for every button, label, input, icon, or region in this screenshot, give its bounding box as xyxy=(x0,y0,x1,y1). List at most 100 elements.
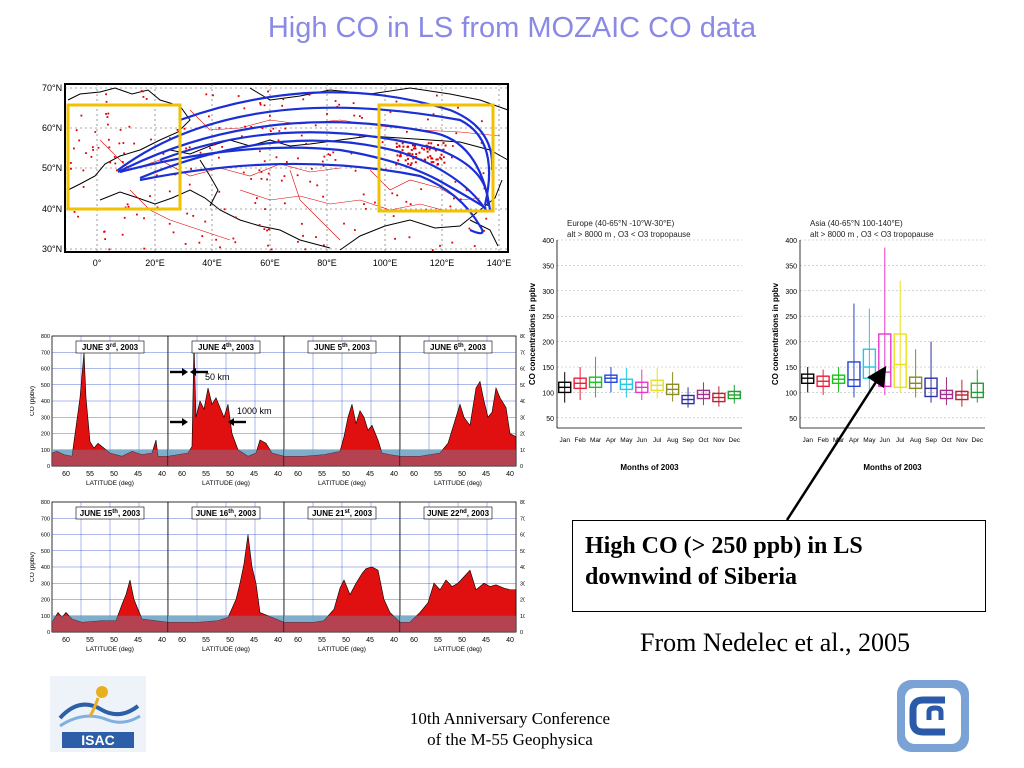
co-point-cluster xyxy=(430,161,433,164)
co-point xyxy=(90,155,93,158)
boxplot-asia: Asia (40-65°N 100-140°E) alt > 8000 m , O… xyxy=(771,219,985,472)
profile-xtick: 50 xyxy=(342,471,350,478)
profile-ylabel-left: CO (ppbv) xyxy=(30,386,36,416)
co-point xyxy=(300,222,303,225)
profile-xtick: 45 xyxy=(482,637,490,644)
co-point xyxy=(204,220,207,223)
profile-xlabel: LATITUDE (deg) xyxy=(202,480,250,487)
co-point xyxy=(108,146,111,149)
background-overlay xyxy=(168,615,284,632)
co-point-cluster xyxy=(435,158,438,161)
co-point xyxy=(105,93,107,96)
co-point xyxy=(396,194,399,197)
boxplot-ytick: 350 xyxy=(542,263,554,270)
co-point-cluster xyxy=(410,148,413,151)
lat-label: 60°N xyxy=(42,123,62,133)
profile-ytick-left: 700 xyxy=(41,516,50,522)
profile-ytick-right: 700 xyxy=(520,516,525,522)
profile-xtick: 40 xyxy=(390,637,398,644)
co-point xyxy=(277,139,280,142)
co-point xyxy=(141,90,144,93)
lat-label: 30°N xyxy=(42,244,62,254)
profile-xtick: 50 xyxy=(110,471,118,478)
profile-xtick: 45 xyxy=(134,637,142,644)
co-point xyxy=(267,172,270,175)
annotation-arrows xyxy=(170,368,246,426)
co-point xyxy=(143,217,145,220)
co-point xyxy=(97,146,100,149)
co-point-cluster xyxy=(442,148,445,151)
co-point xyxy=(297,240,299,243)
lon-label: 0° xyxy=(93,258,102,268)
boxplot-ytick: 150 xyxy=(542,365,554,372)
co-point-cluster xyxy=(437,162,440,165)
co-point xyxy=(266,229,268,232)
co-point-cluster xyxy=(414,147,417,150)
co-point-cluster xyxy=(401,149,404,152)
co-point xyxy=(358,115,361,118)
profile-panel: JUNE 15th, 2003 60 55 50 45 40 LATITUDE (deg) xyxy=(51,501,169,653)
boxplot-month-label: Feb xyxy=(575,437,587,444)
co-point xyxy=(264,208,266,211)
profile-ytick-left: 0 xyxy=(47,630,50,636)
co-point xyxy=(334,100,337,102)
co-point xyxy=(350,152,353,155)
co-point-cluster xyxy=(429,155,432,158)
boxplot-ytick: 400 xyxy=(542,238,554,245)
asia-region-box xyxy=(377,103,495,213)
co-point xyxy=(244,125,246,128)
co-point xyxy=(150,138,152,141)
lon-label: 40°E xyxy=(202,258,222,268)
boxplot-month-label: Feb xyxy=(818,437,830,444)
co-point xyxy=(284,127,287,130)
lon-label: 80°E xyxy=(317,258,337,268)
co-point xyxy=(480,141,483,144)
co-point xyxy=(255,197,258,200)
co-point xyxy=(183,127,186,130)
isac-logo: ISAC xyxy=(50,676,146,752)
co-point xyxy=(254,202,257,204)
co-point xyxy=(267,228,270,231)
co-point xyxy=(190,168,193,170)
co-point xyxy=(145,98,148,100)
co-point xyxy=(215,238,218,241)
flight-track xyxy=(159,131,490,207)
co-point-cluster xyxy=(418,151,421,154)
boxplot-month-label: Nov xyxy=(713,437,725,444)
profile-xtick: 55 xyxy=(318,471,326,478)
profile-xtick: 45 xyxy=(366,471,374,478)
co-point xyxy=(468,227,471,230)
conference-line2: of the M-55 Geophysica xyxy=(427,730,593,749)
co-point xyxy=(435,94,438,97)
co-point xyxy=(217,156,220,159)
co-point-cluster xyxy=(415,153,418,156)
boxplot-month-label: Jan xyxy=(559,437,570,444)
co-point xyxy=(315,236,317,238)
profile-ytick-left: 200 xyxy=(41,598,50,604)
co-point xyxy=(354,169,357,172)
profile-xtick: 50 xyxy=(458,471,466,478)
lon-label: 140°E xyxy=(487,258,512,268)
boxplot-ytick: 400 xyxy=(785,238,797,245)
co-point-cluster xyxy=(426,156,429,159)
profile-panel: JUNE 5th, 2003 60 55 50 45 40 LATITUDE (deg) xyxy=(283,335,401,487)
co-point xyxy=(285,161,288,163)
profile-ytick-left: 400 xyxy=(41,399,50,405)
boxplot-ytick: 250 xyxy=(542,314,554,321)
co-point xyxy=(188,146,191,149)
boxplot-month-label: Oct xyxy=(698,437,708,444)
co-point xyxy=(109,161,112,164)
profile-panel: JUNE 4th, 2003 60 55 50 45 40 LATITUDE (deg) xyxy=(167,335,285,487)
profile-xtick: 55 xyxy=(86,637,94,644)
co-point xyxy=(304,248,307,251)
background-overlay xyxy=(168,449,284,466)
profile-panel: JUNE 21st, 2003 60 55 50 45 40 LATITUDE (deg) xyxy=(283,501,401,653)
co-point xyxy=(126,203,129,206)
flight-track xyxy=(117,106,491,206)
annotation-arrowhead xyxy=(182,418,188,426)
co-point xyxy=(185,147,188,150)
border-line xyxy=(129,189,231,241)
co-point-cluster xyxy=(408,152,411,155)
co-point-cluster xyxy=(420,147,423,150)
